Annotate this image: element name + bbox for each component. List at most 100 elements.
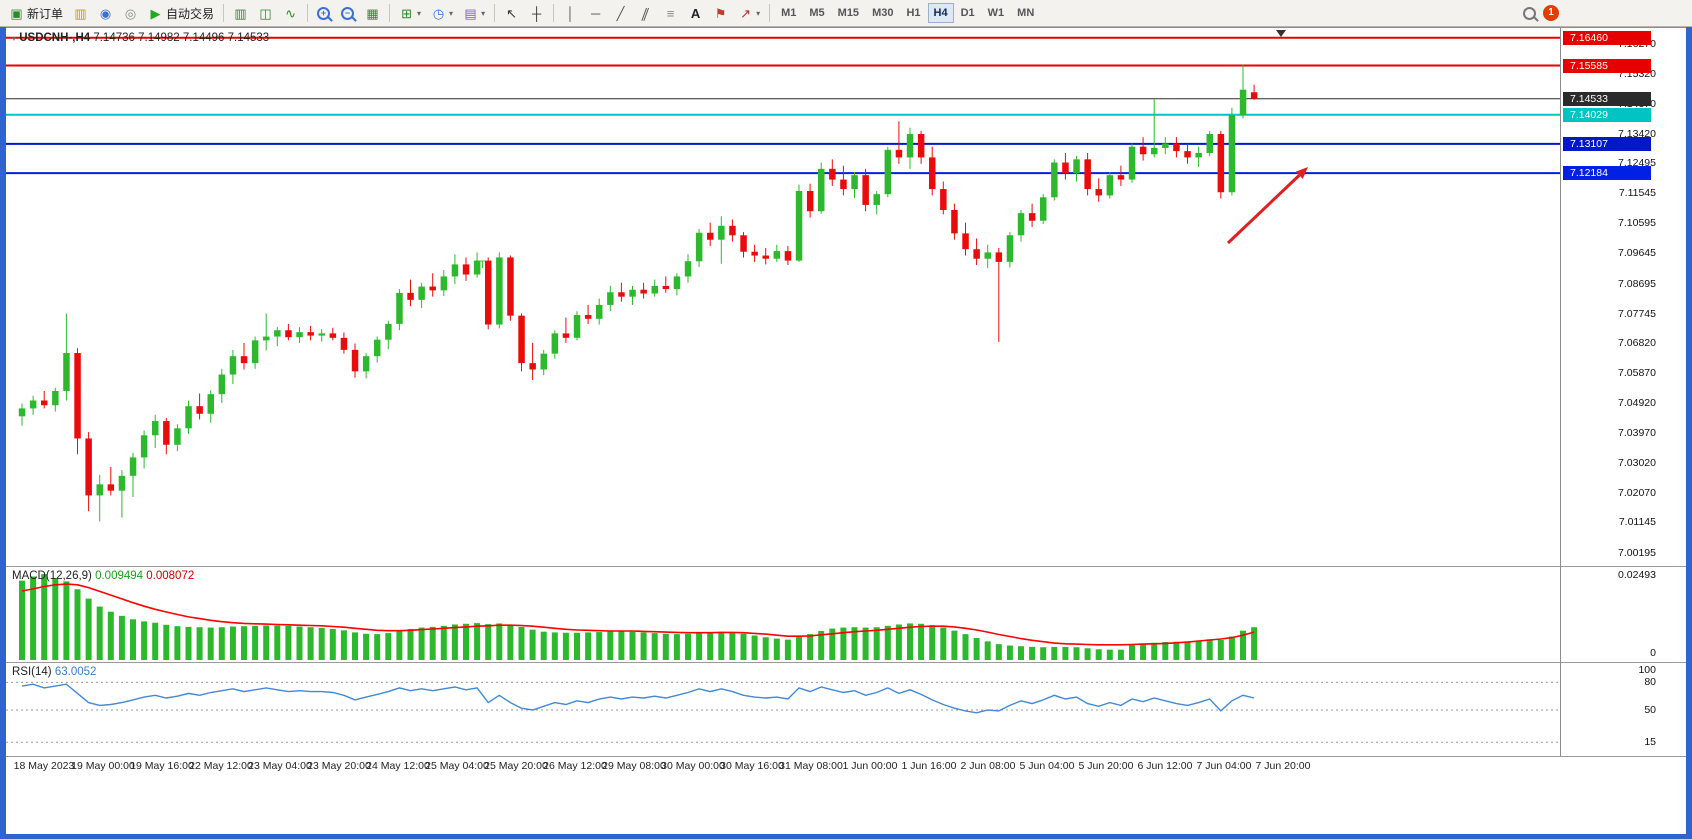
price-tick: 7.05870 (1618, 366, 1656, 379)
price-tag: 7.12184 (1563, 166, 1651, 181)
price-tick: 7.07745 (1618, 307, 1656, 320)
line-chart-icon: ∿ (285, 5, 296, 21)
zoom-out-icon: − (341, 6, 355, 20)
price-tick: 7.11545 (1618, 187, 1656, 200)
pane-separator-main-macd[interactable] (6, 566, 1686, 567)
profiles-button[interactable]: ◉ (94, 2, 117, 24)
label-button[interactable]: ⚑ (709, 2, 732, 24)
macd-name: MACD(12,26,9) (12, 570, 92, 582)
timeframe-button-w1[interactable]: W1 (982, 3, 1011, 23)
tile-windows-button[interactable]: ▦ (361, 2, 384, 24)
zoom-in-icon: + (317, 6, 331, 20)
rsi-indicator-label: RSI(14) 63.0052 (12, 666, 96, 678)
chart-shift-marker[interactable] (1276, 30, 1286, 37)
time-label: 23 May 20:00 (307, 760, 371, 772)
time-label: 25 May 20:00 (484, 760, 548, 772)
rsi-tick: 80 (1644, 676, 1656, 689)
timeframe-button-m1[interactable]: M1 (775, 3, 802, 23)
crosshair-icon: ┼ (531, 5, 542, 21)
macd-tick: 0 (1650, 647, 1656, 659)
indicators-button[interactable]: ⊞ ▾ (395, 2, 425, 24)
chevron-down-icon: ▾ (449, 8, 454, 18)
zoom-in-button[interactable]: + (313, 2, 335, 24)
price-tick: 7.03970 (1618, 427, 1656, 440)
community-button[interactable]: ◎ (119, 2, 142, 24)
rsi-tick: 15 (1644, 736, 1656, 749)
bar-chart-icon: ▥ (234, 5, 247, 21)
fibonacci-button[interactable]: ≡ (659, 2, 682, 24)
search-icon (1523, 6, 1536, 20)
cursor-button[interactable]: ↖ (500, 2, 523, 24)
window-border-left (0, 27, 6, 839)
price-tick: 7.10595 (1618, 217, 1656, 230)
time-label: 7 Jun 04:00 (1196, 760, 1252, 772)
channel-button[interactable]: ∥ (634, 2, 657, 24)
notification-badge[interactable]: 1 (1543, 5, 1559, 21)
timeframe-button-m15[interactable]: M15 (832, 3, 865, 23)
price-tick: 7.09645 (1618, 247, 1656, 260)
charts-button[interactable]: ▥ (69, 2, 92, 24)
bar-chart-button[interactable]: ▥ (229, 2, 252, 24)
text-button[interactable]: A (684, 2, 707, 24)
time-label: 1 Jun 00:00 (842, 760, 898, 772)
time-label: 24 May 12:00 (366, 760, 430, 772)
price-axis[interactable]: 7.162707.153207.143707.134207.124957.115… (1561, 28, 1686, 566)
price-tick: 7.06820 (1618, 336, 1656, 349)
chart-title: ▾ USDCNH-,H4 7.14736 7.14982 7.14496 7.1… (12, 32, 269, 44)
macd-tick: 0.02493 (1618, 569, 1656, 581)
chevron-down-icon: ▾ (417, 8, 422, 18)
channel-icon: ∥ (639, 5, 652, 21)
macd-indicator-label: MACD(12,26,9) 0.009494 0.008072 (12, 570, 194, 582)
price-axis-border (1560, 28, 1561, 756)
timeframe-button-mn[interactable]: MN (1011, 3, 1040, 23)
price-tag: 7.13107 (1563, 136, 1651, 151)
search-button[interactable] (1519, 2, 1541, 24)
vertical-line-button[interactable]: │ (559, 2, 582, 24)
clock-icon: ◷ (432, 5, 445, 21)
charts-icon: ▥ (74, 5, 87, 21)
pane-separator-rsi-timeaxis[interactable] (6, 756, 1686, 757)
indicators-icon: ⊞ (401, 5, 412, 21)
timeframe-button-m30[interactable]: M30 (866, 3, 899, 23)
ohlc-values: 7.14736 7.14982 7.14496 7.14533 (93, 32, 270, 44)
time-label: 19 May 00:00 (71, 760, 135, 772)
pane-separator-macd-rsi[interactable] (6, 662, 1686, 663)
timeframe-button-h1[interactable]: H1 (900, 3, 926, 23)
crosshair-button[interactable]: ┼ (525, 2, 548, 24)
time-label: 5 Jun 20:00 (1078, 760, 1134, 772)
tile-windows-icon: ▦ (366, 5, 379, 21)
chevron-down-icon: ▾ (481, 8, 486, 18)
macd-pane-surface[interactable] (6, 568, 1561, 662)
templates-button[interactable]: ▤ ▾ (459, 2, 489, 24)
timeframe-button-m5[interactable]: M5 (803, 3, 830, 23)
symbol-label: USDCNH-,H4 (19, 32, 91, 44)
candlestick-button[interactable]: ◫ (254, 2, 277, 24)
chevron-down-icon: ▾ (756, 8, 761, 18)
rsi-pane-surface[interactable] (6, 664, 1561, 756)
price-tag: 7.16460 (1563, 30, 1651, 45)
horizontal-line-button[interactable]: ─ (584, 2, 607, 24)
new-order-button[interactable]: ▣ 新订单 (5, 2, 67, 24)
timeframe-button-h4[interactable]: H4 (927, 3, 954, 23)
timeframe-button-d1[interactable]: D1 (955, 3, 981, 23)
price-tick: 7.00195 (1618, 546, 1656, 559)
periods-button[interactable]: ◷ ▾ (427, 2, 457, 24)
autotrade-button[interactable]: ▶ 自动交易 (144, 2, 218, 24)
symbol-marker-icon: ▾ (12, 34, 17, 43)
fibonacci-icon: ≡ (666, 5, 675, 21)
toolbar: ▣ 新订单 ▥ ◉ ◎ ▶ 自动交易 ▥ ◫ ∿ + − (0, 0, 1692, 27)
toolbar-separator (553, 4, 555, 22)
macd-axis[interactable]: 0.02493 0 (1561, 568, 1686, 662)
time-label: 22 May 12:00 (189, 760, 253, 772)
main-chart-surface[interactable]: T (6, 28, 1561, 566)
arrows-button[interactable]: ↗ ▾ (734, 2, 764, 24)
zoom-out-button[interactable]: − (337, 2, 359, 24)
time-label: 23 May 04:00 (248, 760, 312, 772)
horizontal-line-icon: ─ (590, 5, 601, 21)
time-axis[interactable]: 18 May 2023 19 May 00:00 19 May 16:00 22 Ma… (6, 758, 1561, 776)
rsi-axis[interactable]: 100 80 50 15 (1561, 664, 1686, 756)
line-chart-button[interactable]: ∿ (279, 2, 302, 24)
trendline-button[interactable]: ╱ (609, 2, 632, 24)
new-order-icon: ▣ (10, 5, 23, 21)
